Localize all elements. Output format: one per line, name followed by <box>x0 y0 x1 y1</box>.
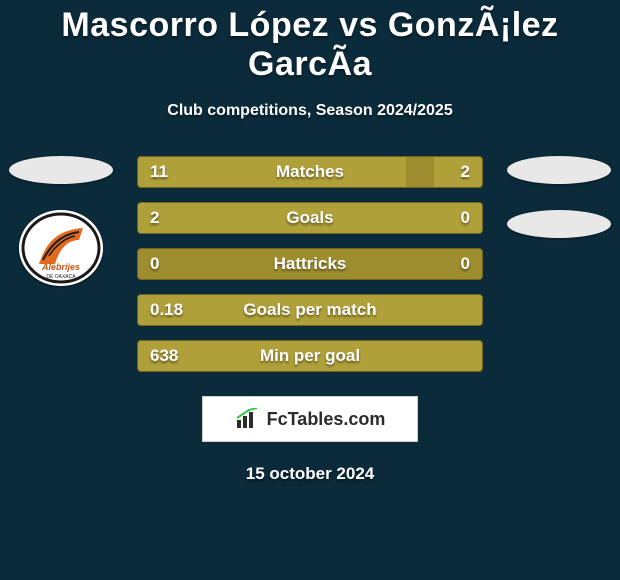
brand-text: FcTables.com <box>267 409 386 430</box>
stat-row: 2Goals0 <box>137 202 483 234</box>
stat-label: Goals <box>138 208 482 228</box>
stat-label: Matches <box>138 162 482 182</box>
right-team-placeholder <box>507 210 611 238</box>
stats-bars: 11Matches22Goals00Hattricks00.18Goals pe… <box>137 156 483 372</box>
svg-text:DE OAXACA: DE OAXACA <box>46 274 76 280</box>
stat-row: 638Min per goal <box>137 340 483 372</box>
left-team-logo: Alebrijes DE OAXACA <box>19 210 103 286</box>
stat-label: Min per goal <box>138 346 482 366</box>
page-title: Mascorro López vs GonzÃ¡lez GarcÃa <box>0 0 620 84</box>
date-label: 15 october 2024 <box>0 464 620 484</box>
stat-label: Goals per match <box>138 300 482 320</box>
content-area: Alebrijes DE OAXACA 11Matches22Goals00Ha… <box>0 156 620 372</box>
stat-row: 0Hattricks0 <box>137 248 483 280</box>
comparison-page: Mascorro López vs GonzÃ¡lez GarcÃa Club … <box>0 0 620 580</box>
brand-suffix: .com <box>343 409 385 429</box>
stat-label: Hattricks <box>138 254 482 274</box>
stat-right-value: 2 <box>461 162 470 182</box>
stat-right-value: 0 <box>461 254 470 274</box>
stat-row: 11Matches2 <box>137 156 483 188</box>
brand-box[interactable]: FcTables.com <box>202 396 418 442</box>
chart-icon <box>235 408 261 430</box>
stat-row: 0.18Goals per match <box>137 294 483 326</box>
svg-text:Alebrijes: Alebrijes <box>41 262 80 272</box>
left-player-avatar <box>9 156 113 184</box>
right-player-column <box>504 156 614 238</box>
alebrijes-logo-icon: Alebrijes DE OAXACA <box>19 210 103 286</box>
page-subtitle: Club competitions, Season 2024/2025 <box>0 102 620 120</box>
brand-name: FcTables <box>267 409 344 429</box>
right-player-avatar <box>507 156 611 184</box>
left-player-column: Alebrijes DE OAXACA <box>6 156 116 286</box>
stat-right-value: 0 <box>461 208 470 228</box>
